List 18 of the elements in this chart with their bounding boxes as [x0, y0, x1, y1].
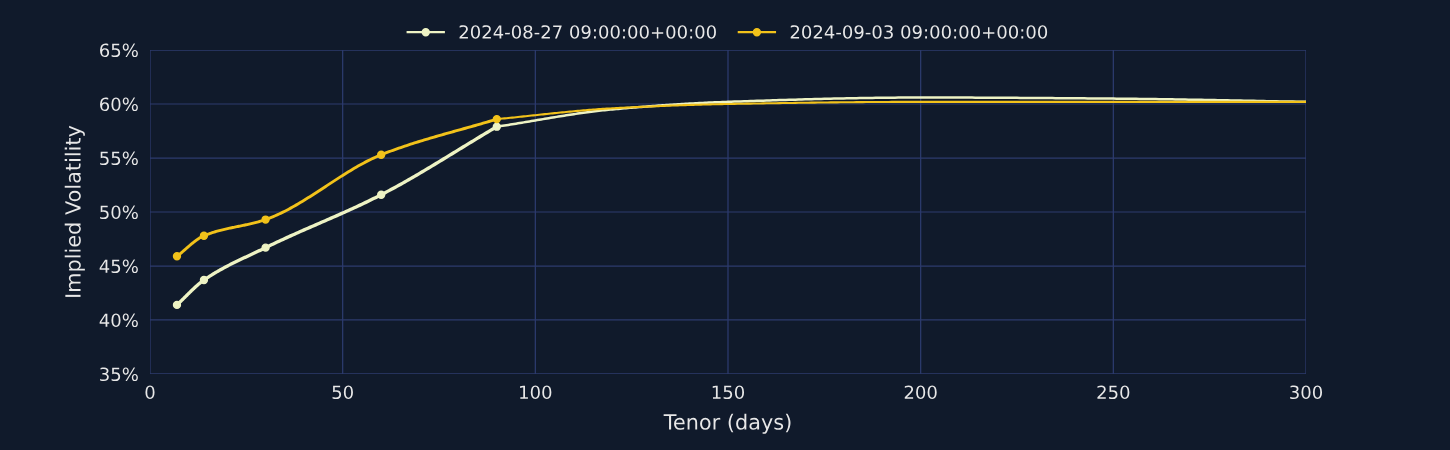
legend-label: 2024-08-27 09:00:00+00:00: [459, 25, 716, 39]
x-tick-label: 250: [1097, 385, 1130, 400]
x-tick-label: 300: [1290, 385, 1323, 400]
y-tick-label: 55%: [100, 151, 138, 166]
y-tick-label: 65%: [100, 43, 138, 58]
x-tick-label: 50: [332, 385, 353, 400]
legend-label: 2024-09-03 09:00:00+00:00: [790, 25, 1048, 39]
x-tick-label: 200: [904, 385, 937, 400]
x-axis-title: Tenor (days): [663, 413, 791, 434]
y-tick-label: 60%: [100, 97, 138, 112]
y-tick-label: 50%: [100, 205, 138, 220]
y-tick-label: 35%: [100, 367, 138, 382]
y-tick-label: 40%: [99, 313, 138, 328]
x-tick-label: 0: [145, 385, 155, 400]
x-tick-label: 100: [520, 385, 552, 400]
x-tick-label: 150: [712, 385, 745, 400]
y-axis-title: Implied Volatility: [64, 125, 85, 297]
y-tick-label: 45%: [99, 259, 138, 274]
